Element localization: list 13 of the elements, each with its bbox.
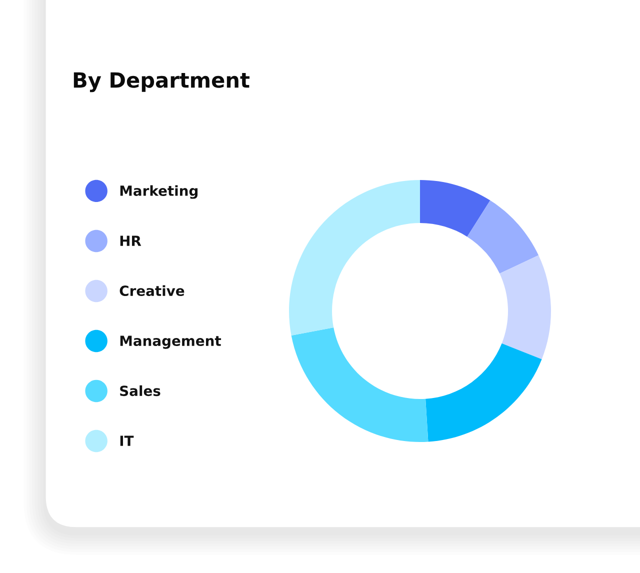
legend-label: Sales <box>120 385 160 396</box>
donut-slice <box>500 255 551 360</box>
legend-label: HR <box>120 236 142 246</box>
donut-slice <box>467 200 539 274</box>
legend-label: Creative <box>120 285 184 296</box>
donut-slice <box>420 180 490 237</box>
donut-slice <box>289 180 420 336</box>
legend-label: IT <box>120 436 134 446</box>
legend-label: Management <box>120 336 222 349</box>
legend-label: Marketing <box>120 185 198 199</box>
donut-slice <box>426 343 542 442</box>
chart-title: By Department <box>74 72 250 92</box>
donut-slice <box>291 327 428 442</box>
